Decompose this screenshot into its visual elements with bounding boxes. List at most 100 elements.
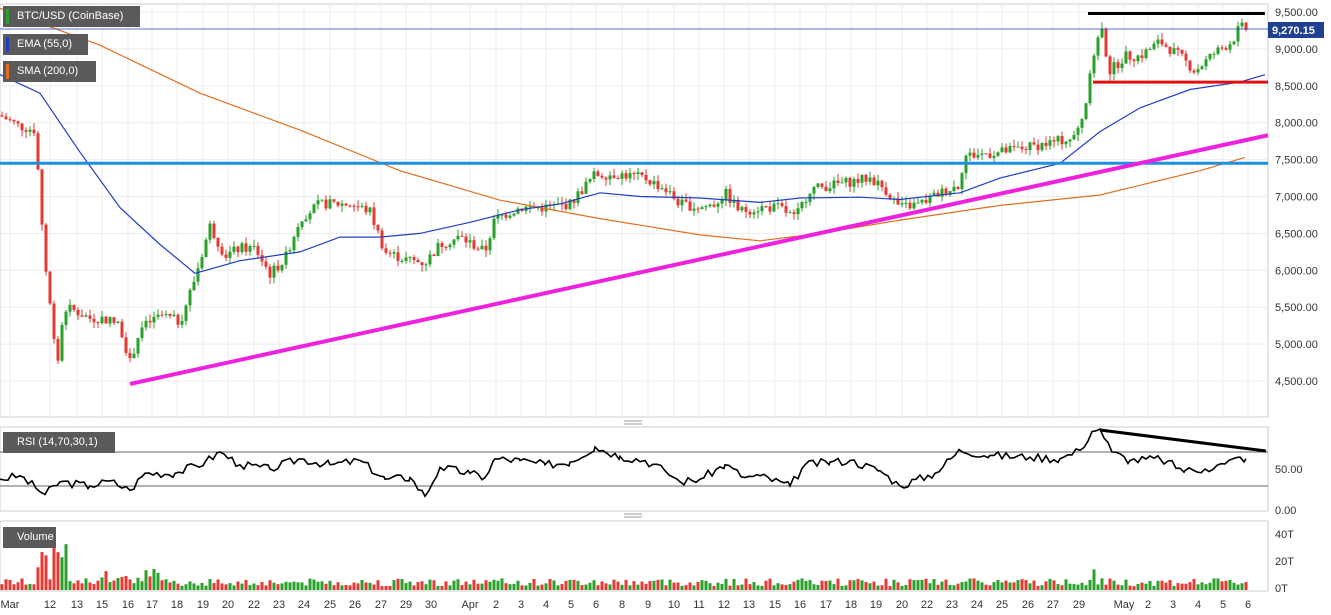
candle-body	[1220, 47, 1224, 49]
volume-bar	[876, 585, 880, 590]
volume-bar	[1076, 584, 1080, 590]
symbol-legend[interactable]: BTC/USD (CoinBase)	[3, 6, 140, 27]
volume-bar	[104, 571, 108, 590]
date-tick-label: 11	[693, 599, 704, 611]
candle-body	[96, 322, 100, 324]
candle-body	[668, 191, 672, 193]
candle-body	[1152, 43, 1156, 50]
volume-bar	[176, 583, 180, 590]
volume-bar	[1028, 583, 1032, 590]
candle-body	[880, 180, 884, 188]
candle-body	[324, 199, 328, 209]
date-tick-label: 13	[743, 599, 755, 611]
candle-body	[1084, 103, 1088, 120]
date-tick-label: 30	[425, 599, 437, 611]
volume-bar	[356, 583, 360, 590]
volume-bar	[696, 581, 700, 590]
volume-bar	[424, 584, 428, 590]
price-tick-label: 5,000.00	[1275, 339, 1318, 351]
volume-bar	[612, 579, 616, 590]
volume-bar	[996, 579, 1000, 590]
volume-bar	[1168, 579, 1172, 590]
volume-bar	[416, 582, 420, 590]
volume-bar	[68, 581, 72, 590]
ema-legend[interactable]: EMA (55,0)	[3, 34, 88, 55]
sma-line	[0, 7, 1246, 242]
candle-body	[264, 261, 268, 267]
volume-bar	[864, 581, 868, 590]
candle-body	[1072, 134, 1076, 140]
volume-bar	[168, 582, 172, 590]
volume-bar	[688, 582, 692, 590]
candle-body	[984, 153, 988, 155]
volume-bar	[572, 579, 576, 590]
volume-bar	[276, 584, 280, 590]
volume-bar	[940, 581, 944, 590]
candle-body	[824, 186, 828, 192]
candle-body	[732, 199, 736, 203]
volume-bar	[1020, 579, 1024, 590]
candle-body	[276, 265, 280, 271]
candle-body	[724, 188, 728, 200]
candle-body	[1000, 147, 1004, 153]
volume-legend[interactable]: Volume	[3, 527, 56, 548]
candle-body	[88, 315, 92, 319]
volume-bar	[1124, 579, 1128, 590]
sma-legend[interactable]: SMA (200,0)	[3, 61, 96, 82]
volume-bar	[988, 585, 992, 590]
candle-body	[252, 246, 256, 248]
volume-bar	[544, 583, 548, 590]
volume-bar	[48, 579, 52, 590]
candle-body	[752, 212, 756, 215]
candle-body	[1204, 59, 1208, 67]
volume-bar	[1224, 580, 1228, 590]
volume-bar	[452, 580, 456, 590]
volume-tick-20t: 20T	[1275, 556, 1294, 568]
date-tick-label: 15	[769, 599, 781, 611]
candle-body	[860, 174, 864, 183]
volume-bar	[368, 582, 372, 590]
volume-bar	[164, 579, 168, 590]
candle-body	[1028, 142, 1032, 151]
candle-body	[624, 173, 628, 179]
volume-bar	[460, 585, 464, 590]
candle-body	[176, 314, 180, 325]
candle-body	[760, 206, 764, 212]
candle-body	[512, 213, 516, 216]
candle-body	[0, 115, 4, 117]
volume-bar	[252, 583, 256, 590]
candle-body	[804, 201, 808, 203]
volume-bar	[704, 580, 708, 590]
volume-bar	[840, 585, 844, 590]
candle-body	[448, 244, 452, 248]
volume-bar	[548, 579, 552, 590]
candle-body	[1104, 28, 1108, 57]
volume-bar	[196, 585, 200, 590]
volume-bar	[400, 579, 404, 590]
volume-bar	[860, 580, 864, 590]
candle-body	[240, 243, 244, 253]
volume-bar	[824, 580, 828, 590]
candle-body	[920, 199, 924, 203]
candle-body	[1140, 55, 1144, 59]
candle-body	[100, 316, 104, 324]
date-tick-label: 12	[44, 599, 56, 611]
candle-body	[1008, 145, 1012, 153]
candle-body	[1132, 59, 1136, 62]
volume-bar	[936, 584, 940, 590]
volume-bar	[324, 583, 328, 590]
rsi-legend[interactable]: RSI (14,70,30,1)	[3, 432, 115, 453]
volume-bar	[484, 580, 488, 590]
pane-splitter-handle[interactable]	[624, 420, 642, 425]
volume-bar	[1096, 584, 1100, 590]
candle-body	[1048, 140, 1052, 146]
candle-body	[528, 206, 532, 208]
volume-bar	[768, 578, 772, 590]
price-tick-label: 7,000.00	[1275, 192, 1318, 204]
volume-bar	[144, 570, 148, 590]
volume-bar	[1240, 583, 1244, 590]
pane-splitter-handle[interactable]	[624, 513, 642, 518]
volume-bar	[76, 580, 80, 590]
candle-body	[1236, 26, 1240, 42]
